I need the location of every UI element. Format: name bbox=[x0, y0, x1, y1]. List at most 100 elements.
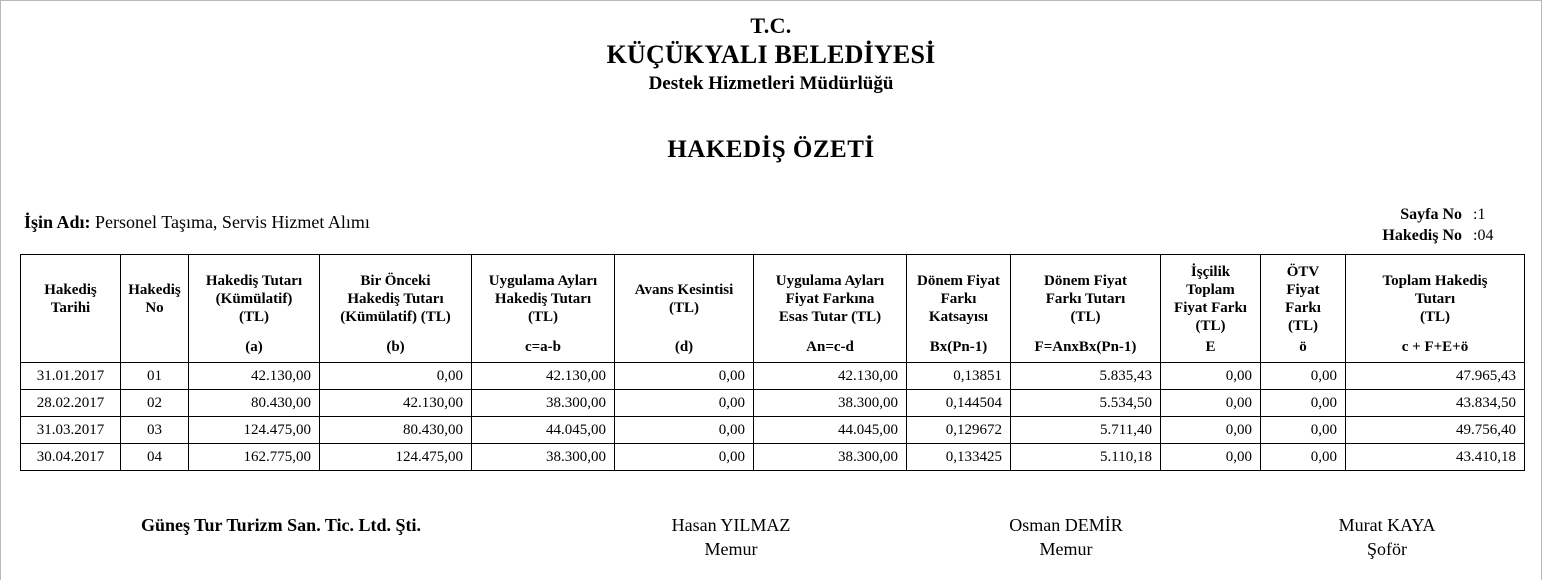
column-header-formula: c + F+E+ö bbox=[1401, 339, 1469, 355]
cell-b: 80.430,00 bbox=[319, 416, 472, 444]
cell-f: 5.835,43 bbox=[1010, 362, 1161, 390]
cell-total: 43.410,18 bbox=[1345, 443, 1525, 471]
work-name: İşin Adı: Personel Taşıma, Servis Hizmet… bbox=[24, 210, 370, 234]
column-header-title: Dönem Fiyat Farkı Tutarı (TL) bbox=[1044, 272, 1127, 325]
hakedis-table-wrapper: Hakediş Tarihi Hakediş No Hakediş Tutarı (K… bbox=[20, 254, 1525, 471]
signature-block: Güneş Tur Turizm San. Tic. Ltd. Şti. Hasa… bbox=[1, 513, 1541, 561]
signature-3: Osman DEMİR Memur bbox=[901, 513, 1231, 561]
column-header-title: Avans Kesintisi (TL) bbox=[634, 281, 734, 316]
cell-no: 03 bbox=[120, 416, 189, 444]
column-header-title: Dönem Fiyat Farkı Katsayısı bbox=[917, 272, 1000, 325]
cell-e: 0,00 bbox=[1160, 443, 1261, 471]
column-header-6: Uygulama Ayları Fiyat Farkına Esas Tutar (… bbox=[753, 254, 907, 363]
cell-bx: 0,129672 bbox=[906, 416, 1011, 444]
column-header-formula bbox=[153, 338, 157, 360]
table-row: 30.04.2017 04 162.775,00 124.475,00 38.300,0… bbox=[20, 443, 1525, 471]
column-header-formula: c=a-b bbox=[524, 339, 562, 355]
column-header-11: Toplam Hakediş Tutarı (TL) c + F+E+ö bbox=[1345, 254, 1525, 363]
column-header-formula: E bbox=[1205, 339, 1216, 355]
cell-d: 0,00 bbox=[614, 416, 754, 444]
signature-name: Güneş Tur Turizm San. Tic. Ltd. Şti. bbox=[140, 515, 422, 535]
signature-name: Hasan YILMAZ bbox=[671, 515, 791, 535]
column-header-1: Hakediş No bbox=[120, 254, 189, 363]
cell-no: 04 bbox=[120, 443, 189, 471]
signature-1: Güneş Tur Turizm San. Tic. Ltd. Şti. bbox=[1, 513, 561, 561]
column-header-formula: (d) bbox=[674, 339, 694, 355]
column-header-formula: (b) bbox=[386, 339, 405, 355]
cell-a: 162.775,00 bbox=[188, 443, 320, 471]
column-header-title: Uygulama Ayları Hakediş Tutarı (TL) bbox=[488, 272, 598, 325]
page-no-label: Sayfa No bbox=[1400, 206, 1462, 223]
table-body: 31.01.2017 01 42.130,00 0,00 42.130,00 0,00 42… bbox=[20, 362, 1525, 471]
cell-o: 0,00 bbox=[1260, 443, 1346, 471]
column-header-title: Bir Önceki Hakediş Tutarı (Kümülatif) (TL) bbox=[340, 272, 451, 325]
column-header-title: Hakediş No bbox=[128, 281, 181, 316]
cell-c: 38.300,00 bbox=[471, 389, 615, 417]
signature-name: Osman DEMİR bbox=[1009, 515, 1123, 535]
info-strip: İşin Adı: Personel Taşıma, Servis Hizmet… bbox=[1, 204, 1541, 248]
cell-b: 42.130,00 bbox=[319, 389, 472, 417]
page-title: HAKEDİŞ ÖZETİ bbox=[667, 136, 875, 163]
cell-b: 0,00 bbox=[319, 362, 472, 390]
cell-o: 0,00 bbox=[1260, 389, 1346, 417]
column-header-title: Toplam Hakediş Tutarı (TL) bbox=[1382, 272, 1488, 325]
column-header-formula: Bx(Pn-1) bbox=[929, 339, 988, 355]
document-meta: Sayfa No :1 Hakediş No :04 bbox=[1382, 204, 1525, 246]
cell-o: 0,00 bbox=[1260, 416, 1346, 444]
cell-no: 02 bbox=[120, 389, 189, 417]
cell-an: 38.300,00 bbox=[753, 389, 907, 417]
cell-c: 42.130,00 bbox=[471, 362, 615, 390]
cell-date: 28.02.2017 bbox=[20, 389, 121, 417]
cell-an: 42.130,00 bbox=[753, 362, 907, 390]
table-row: 31.01.2017 01 42.130,00 0,00 42.130,00 0,00 42… bbox=[20, 362, 1525, 390]
cell-date: 30.04.2017 bbox=[20, 443, 121, 471]
column-header-title: Hakediş Tutarı (Kümülatif) (TL) bbox=[205, 272, 303, 325]
column-header-5: Avans Kesintisi (TL) (d) bbox=[614, 254, 754, 363]
column-header-formula: ö bbox=[1299, 339, 1307, 355]
cell-date: 31.01.2017 bbox=[20, 362, 121, 390]
cell-d: 0,00 bbox=[614, 389, 754, 417]
column-header-3: Bir Önceki Hakediş Tutarı (Kümülatif) (TL)… bbox=[319, 254, 472, 363]
column-header-formula: An=c-d bbox=[806, 339, 854, 355]
column-header-4: Uygulama Ayları Hakediş Tutarı (TL) c=a-b bbox=[471, 254, 615, 363]
column-header-10: ÖTV Fiyat Farkı (TL) ö bbox=[1260, 254, 1346, 363]
cell-total: 49.756,40 bbox=[1345, 416, 1525, 444]
column-header-9: İşçilik Toplam Fiyat Farkı (TL) E bbox=[1160, 254, 1261, 363]
signature-role: Şoför bbox=[1367, 539, 1407, 559]
cell-e: 0,00 bbox=[1160, 416, 1261, 444]
column-header-2: Hakediş Tutarı (Kümülatif) (TL) (a) bbox=[188, 254, 320, 363]
hakedis-table: Hakediş Tarihi Hakediş No Hakediş Tutarı (K… bbox=[20, 254, 1525, 471]
hakedis-no-value: :04 bbox=[1473, 227, 1494, 244]
table-head: Hakediş Tarihi Hakediş No Hakediş Tutarı (K… bbox=[20, 254, 1525, 363]
cell-f: 5.534,50 bbox=[1010, 389, 1161, 417]
column-header-7: Dönem Fiyat Farkı Katsayısı Bx(Pn-1) bbox=[906, 254, 1011, 363]
column-header-formula: (a) bbox=[245, 339, 263, 355]
cell-d: 0,00 bbox=[614, 362, 754, 390]
column-header-formula: F=AnxBx(Pn-1) bbox=[1034, 339, 1137, 355]
cell-a: 124.475,00 bbox=[188, 416, 320, 444]
table-header-row: Hakediş Tarihi Hakediş No Hakediş Tutarı (K… bbox=[20, 254, 1525, 363]
signature-4: Murat KAYA Şoför bbox=[1231, 513, 1541, 561]
cell-f: 5.711,40 bbox=[1010, 416, 1161, 444]
cell-f: 5.110,18 bbox=[1010, 443, 1161, 471]
letterhead-line-tc: T.C. bbox=[750, 13, 792, 38]
cell-no: 01 bbox=[120, 362, 189, 390]
cell-an: 38.300,00 bbox=[753, 443, 907, 471]
signature-role: Memur bbox=[704, 539, 758, 559]
cell-e: 0,00 bbox=[1160, 389, 1261, 417]
page-no-value: :1 bbox=[1473, 206, 1486, 223]
column-header-title: ÖTV Fiyat Farkı (TL) bbox=[1285, 263, 1321, 334]
signature-2: Hasan YILMAZ Memur bbox=[561, 513, 901, 561]
cell-e: 0,00 bbox=[1160, 362, 1261, 390]
table-row: 28.02.2017 02 80.430,00 42.130,00 38.300,00 0… bbox=[20, 389, 1525, 417]
cell-bx: 0,144504 bbox=[906, 389, 1011, 417]
letterhead-line-municipality: KÜÇÜKYALI BELEDİYESİ bbox=[606, 40, 936, 69]
work-name-value: Personel Taşıma, Servis Hizmet Alımı bbox=[95, 212, 370, 232]
cell-bx: 0,133425 bbox=[906, 443, 1011, 471]
column-header-8: Dönem Fiyat Farkı Tutarı (TL) F=AnxBx(Pn-1) bbox=[1010, 254, 1161, 363]
work-name-label: İşin Adı: bbox=[24, 212, 91, 232]
cell-d: 0,00 bbox=[614, 443, 754, 471]
page-no-row: Sayfa No :1 bbox=[1382, 204, 1525, 225]
cell-an: 44.045,00 bbox=[753, 416, 907, 444]
